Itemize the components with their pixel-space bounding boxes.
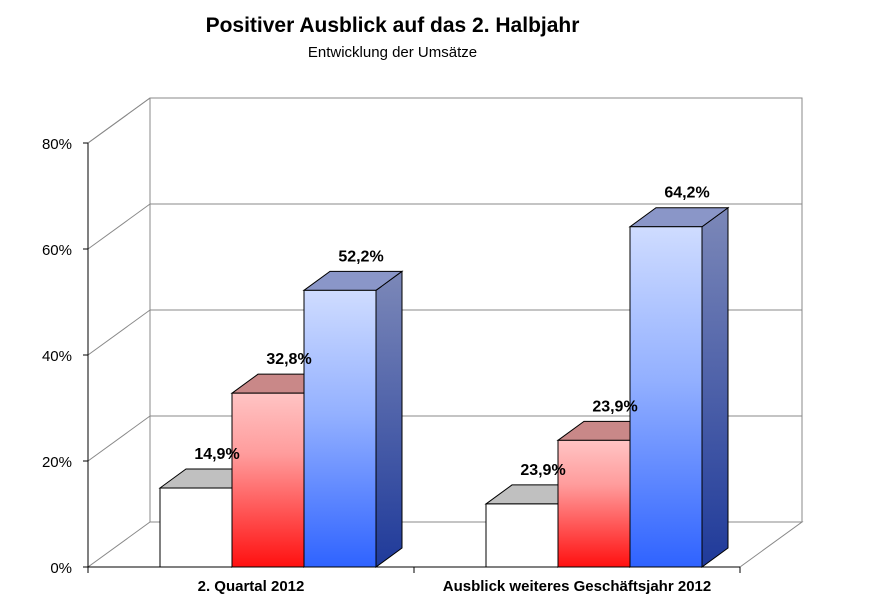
data-label: 32,8% — [266, 351, 311, 368]
bar — [302, 270, 404, 568]
bar-side — [701, 206, 729, 568]
bar-front — [159, 487, 233, 568]
y-tick-label: 60% — [42, 242, 72, 259]
bar — [628, 206, 730, 568]
gridline-diagonal — [87, 97, 151, 144]
gridline-diagonal — [87, 203, 151, 250]
chart-title: Positiver Ausblick auf das 2. Halbjahr — [205, 14, 580, 37]
y-tick-label: 0% — [50, 560, 72, 577]
data-label: 52,2% — [338, 248, 383, 265]
chart-subtitle: Entwicklung der Umsätze — [307, 44, 478, 61]
x-tick-label: 2. Quartal 2012 — [198, 578, 305, 595]
bar-front — [629, 226, 703, 568]
data-label: 14,9% — [194, 446, 239, 463]
data-label: 23,9% — [592, 398, 637, 415]
y-tick-label: 20% — [42, 454, 72, 471]
bar-front — [485, 503, 559, 568]
bar-front — [231, 392, 305, 568]
data-label: 64,2% — [664, 185, 709, 202]
bar-side — [375, 270, 403, 568]
bar-front — [303, 289, 377, 568]
y-tick-label: 80% — [42, 136, 72, 153]
data-label: 23,9% — [520, 462, 565, 479]
gridline-diagonal — [87, 415, 151, 462]
bar-front — [557, 439, 631, 568]
x-tick-label: Ausblick weiteres Geschäftsjahr 2012 — [443, 578, 711, 595]
y-tick-label: 40% — [42, 348, 72, 365]
gridline-diagonal — [87, 309, 151, 356]
